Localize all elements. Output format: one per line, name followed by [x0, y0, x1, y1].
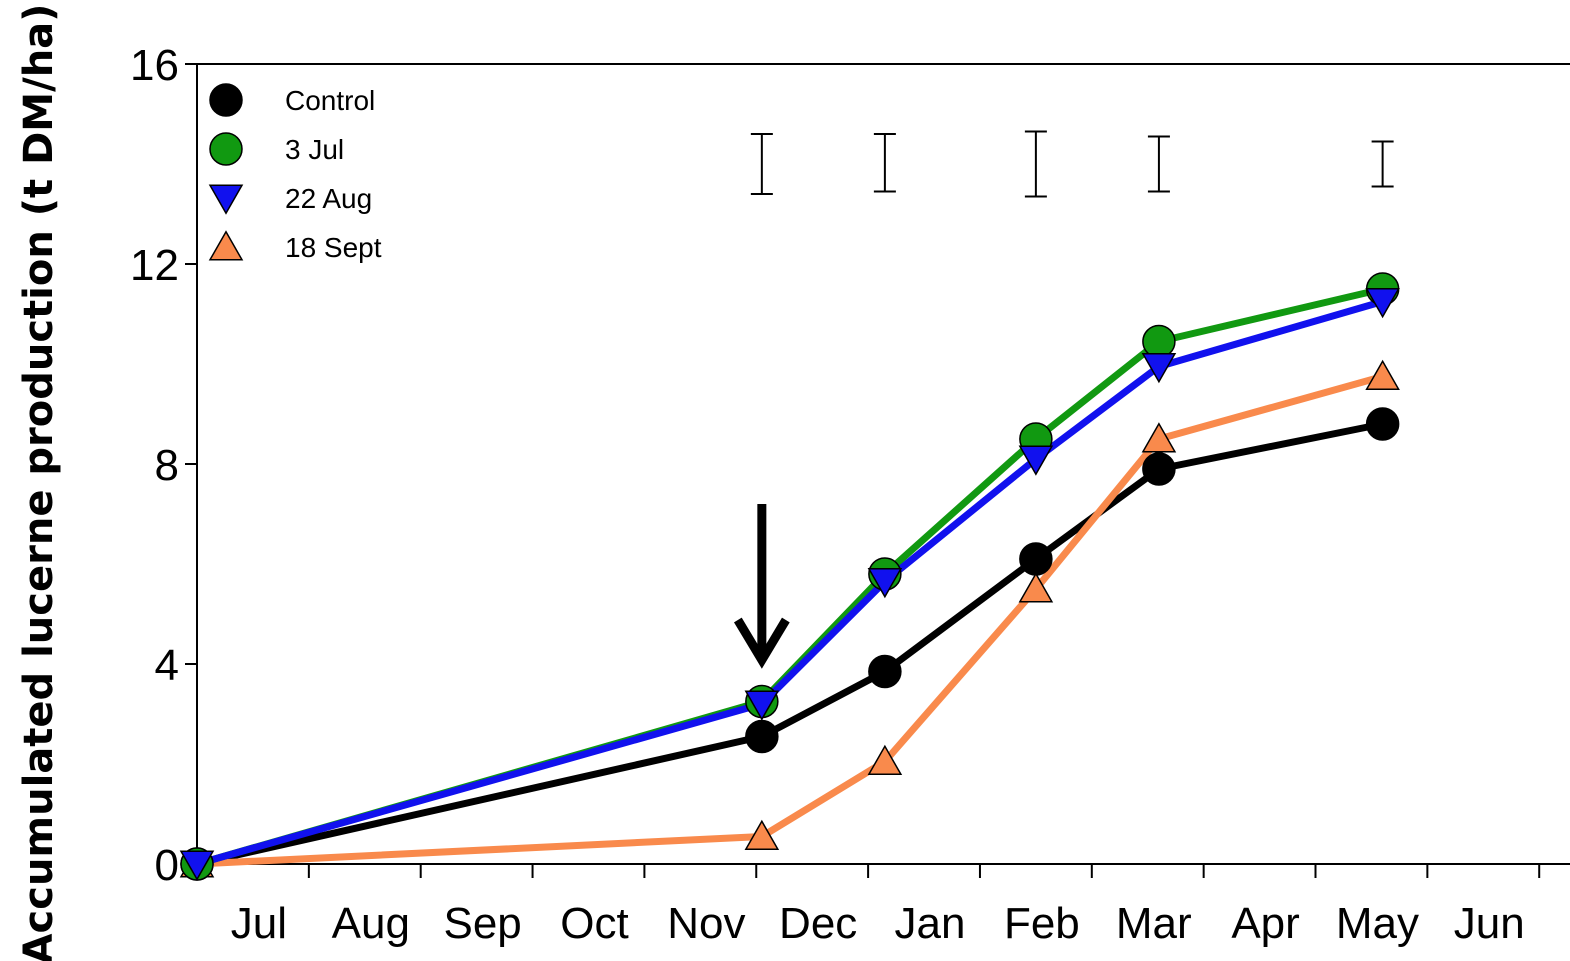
legend: Control 3 Jul 22 Aug 18 Sept	[208, 83, 382, 263]
x-tick-label: Jun	[1454, 899, 1525, 948]
data-point	[1141, 352, 1177, 384]
data-point	[1018, 445, 1054, 476]
legend-label: 18 Sept	[285, 232, 382, 263]
y-axis-title: Accumulated lucerne production (t DM/ha)	[16, 4, 62, 961]
y-tick-label: 4	[155, 641, 179, 690]
data-point	[868, 654, 902, 689]
error-bars	[750, 130, 1394, 198]
data-point	[744, 819, 780, 851]
x-tick-label: Oct	[560, 899, 628, 948]
series-line-22-aug	[196, 298, 1384, 868]
series-markers	[179, 272, 1400, 881]
data-point	[867, 744, 903, 776]
data-point	[1365, 287, 1400, 319]
x-tick-label: Dec	[779, 899, 857, 948]
x-tick-label: Sep	[443, 899, 521, 948]
data-point	[744, 690, 780, 721]
x-tick-label: Feb	[1004, 899, 1080, 948]
legend-marker	[209, 83, 243, 117]
y-tick-label: 16	[130, 41, 179, 90]
x-tick-label: Jan	[895, 899, 966, 948]
series-line-3-jul	[196, 285, 1384, 868]
legend-label: 3 Jul	[285, 134, 344, 165]
legend-marker	[208, 230, 244, 261]
arrow-head	[733, 617, 790, 669]
data-point	[745, 719, 779, 754]
x-tick-label: Mar	[1116, 899, 1192, 948]
x-tick-label: Apr	[1231, 899, 1299, 948]
data-point	[1365, 407, 1400, 441]
data-point	[1019, 542, 1053, 576]
series-line-control	[196, 420, 1384, 868]
data-point	[1142, 452, 1176, 486]
x-tick-label: Aug	[332, 899, 410, 948]
annotation-arrow	[733, 504, 790, 669]
data-point	[1142, 324, 1176, 359]
x-tick-label: Nov	[667, 899, 745, 948]
series-lines	[196, 285, 1384, 868]
legend-label: 22 Aug	[285, 183, 372, 214]
series-line-18-sept	[196, 373, 1384, 868]
legend-marker	[208, 184, 244, 215]
legend-label: Control	[285, 85, 375, 116]
legend-marker	[209, 132, 243, 166]
data-point	[1018, 572, 1054, 603]
data-point	[1141, 422, 1177, 453]
x-tick-label: Jul	[231, 899, 287, 948]
y-tick-labels: 0 4 8 12 16	[130, 41, 179, 890]
data-point	[179, 850, 215, 881]
data-point	[1365, 359, 1400, 391]
x-tick-label: May	[1336, 899, 1419, 948]
y-tick-label: 8	[155, 441, 179, 490]
data-point	[867, 567, 903, 599]
y-tick-label: 0	[155, 841, 179, 890]
x-tick-labels: Jul Aug Sep Oct Nov Dec Jan Feb Mar Apr May Jun	[231, 899, 1525, 948]
y-tick-label: 12	[130, 241, 179, 290]
axes	[185, 63, 1570, 878]
